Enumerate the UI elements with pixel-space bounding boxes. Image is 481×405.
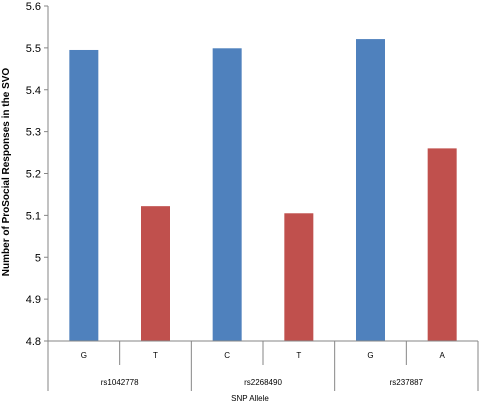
x-category-label: G (367, 351, 373, 360)
bar (356, 39, 385, 342)
bar (69, 49, 99, 341)
x-category-label: C (224, 351, 230, 360)
y-tick-label: 5.6 (26, 1, 41, 13)
x-category-label: G (81, 351, 87, 360)
bar (427, 148, 457, 341)
x-axis-label: SNP Allele (231, 394, 269, 403)
x-category-label: T (296, 351, 301, 360)
y-tick-label: 5 (35, 252, 41, 264)
bar (212, 48, 242, 341)
x-category-label: T (153, 351, 158, 360)
x-group-label: rs237887 (390, 378, 424, 387)
y-tick-label: 4.8 (26, 336, 41, 348)
bar (284, 213, 314, 341)
y-tick-label: 5.5 (26, 43, 41, 55)
y-axis-label: Number of ProSocial Responses in the SVO (1, 68, 12, 277)
y-axis-ticks: 4.8 4.9 5 5.1 5.2 5.3 5.4 5.5 5.6 (26, 1, 49, 348)
x-category-label: A (439, 351, 445, 360)
y-tick-label: 5.3 (26, 127, 41, 139)
x-group-label: rs2268490 (244, 378, 282, 387)
y-tick-label: 5.4 (26, 85, 41, 97)
x-group-label: rs1042778 (101, 378, 139, 387)
bar (141, 206, 170, 341)
bars (69, 39, 457, 342)
y-tick-label: 4.9 (26, 294, 41, 306)
y-tick-label: 5.1 (26, 210, 41, 222)
y-tick-label: 5.2 (26, 169, 41, 181)
